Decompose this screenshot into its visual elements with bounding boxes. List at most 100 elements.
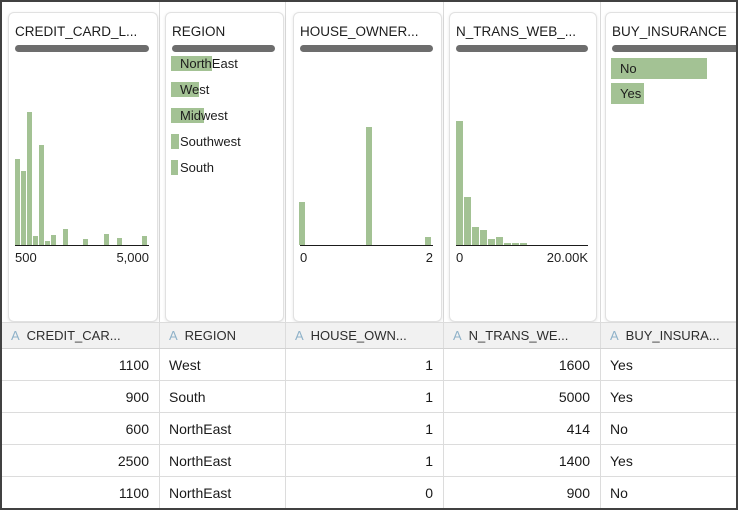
column-card-title: BUY_INSURANCE bbox=[612, 24, 727, 39]
histogram-bar[interactable] bbox=[488, 239, 495, 245]
profile-card-credit-card-limit[interactable]: CREDIT_CARD_L... 500 5,000 bbox=[8, 12, 158, 322]
axis-min-label: 0 bbox=[456, 250, 464, 265]
histogram-bar[interactable] bbox=[504, 243, 511, 245]
table-cell: Yes bbox=[600, 349, 736, 380]
histogram-bar[interactable] bbox=[464, 197, 471, 245]
histogram-bar[interactable] bbox=[142, 236, 147, 245]
column-header[interactable]: A N_TRANS_WE... bbox=[443, 323, 600, 348]
column-header-label: CREDIT_CAR... bbox=[26, 328, 121, 343]
histogram-bar[interactable] bbox=[63, 229, 68, 245]
table-cell: NorthEast bbox=[159, 413, 285, 444]
histogram-bar[interactable] bbox=[496, 237, 503, 245]
histogram-bar[interactable] bbox=[27, 112, 32, 245]
column-header-label: HOUSE_OWN... bbox=[310, 328, 407, 343]
data-quality-bar[interactable] bbox=[612, 45, 736, 52]
table-cell: 414 bbox=[443, 413, 600, 444]
value-label: South bbox=[180, 160, 214, 175]
histogram-bar[interactable] bbox=[51, 235, 56, 245]
column-header[interactable]: A CREDIT_CAR... bbox=[2, 323, 159, 348]
table-cell: No bbox=[600, 413, 736, 444]
column-divider bbox=[159, 2, 160, 322]
histogram-bar[interactable] bbox=[117, 238, 122, 245]
column-header-label: N_TRANS_WE... bbox=[468, 328, 569, 343]
table-body: 1100 West 1 1600 Yes 900 South 1 5000 Yes 600 North… bbox=[2, 349, 736, 508]
table-cell: 5000 bbox=[443, 381, 600, 412]
histogram-bar[interactable] bbox=[21, 171, 26, 245]
histogram-chart bbox=[9, 13, 157, 245]
table-cell: Yes bbox=[600, 381, 736, 412]
x-axis-labels: 500 5,000 bbox=[15, 250, 149, 265]
value-frequency-bar[interactable] bbox=[171, 82, 199, 97]
table-cell: 900 bbox=[443, 477, 600, 508]
value-frequency-list: NorthEast West Midwest Southwest South bbox=[166, 13, 283, 245]
profile-card-region[interactable]: REGION NorthEast West Midwest Southwest Sout… bbox=[165, 12, 284, 322]
column-header[interactable]: A REGION bbox=[159, 323, 285, 348]
value-frequency-bar[interactable] bbox=[171, 108, 204, 123]
column-header-label: REGION bbox=[184, 328, 236, 343]
histogram-bar[interactable] bbox=[39, 145, 44, 245]
histogram-bar[interactable] bbox=[33, 236, 38, 245]
column-divider bbox=[285, 2, 286, 322]
histogram-bar[interactable] bbox=[366, 127, 372, 245]
axis-max-label: 5,000 bbox=[116, 250, 149, 265]
table-cell: 1100 bbox=[118, 356, 149, 373]
value-row: South bbox=[171, 160, 279, 175]
column-divider bbox=[443, 2, 444, 322]
histogram-bar[interactable] bbox=[520, 243, 527, 245]
column-card-title: REGION bbox=[172, 24, 226, 39]
table-cell: Yes bbox=[600, 445, 736, 476]
data-quality-bar[interactable] bbox=[300, 45, 433, 52]
value-frequency-bar[interactable] bbox=[611, 58, 707, 79]
profile-card-house-owner[interactable]: HOUSE_OWNER... 0 2 bbox=[293, 12, 442, 322]
value-row: West bbox=[171, 82, 279, 97]
table-row: 2500 NorthEast 1 1400 Yes bbox=[2, 445, 736, 477]
histogram-bar[interactable] bbox=[15, 159, 20, 245]
value-label: No bbox=[620, 61, 637, 76]
data-quality-bar[interactable] bbox=[172, 45, 275, 52]
histogram-bar[interactable] bbox=[45, 241, 50, 245]
table-cell: 1 bbox=[285, 349, 443, 380]
value-frequency-bar[interactable] bbox=[171, 134, 179, 149]
table-cell: 2500 bbox=[117, 452, 149, 469]
histogram-bar[interactable] bbox=[83, 239, 88, 245]
histogram-bar[interactable] bbox=[104, 234, 109, 245]
x-axis-labels: 0 20.00K bbox=[456, 250, 588, 265]
value-frequency-bar[interactable] bbox=[171, 56, 212, 71]
histogram-bar[interactable] bbox=[472, 227, 479, 245]
value-label: Yes bbox=[620, 86, 642, 101]
data-quality-bar[interactable] bbox=[15, 45, 149, 52]
profile-card-n-trans-web[interactable]: N_TRANS_WEB_... 0 20.00K bbox=[449, 12, 597, 322]
column-header[interactable]: A HOUSE_OWN... bbox=[285, 323, 443, 348]
histogram-bar[interactable] bbox=[425, 237, 431, 245]
table-cell: 1400 bbox=[443, 445, 600, 476]
column-card-title: CREDIT_CARD_L... bbox=[15, 24, 138, 39]
text-type-icon: A bbox=[610, 328, 619, 343]
table-cell: West bbox=[159, 349, 285, 380]
data-quality-bar[interactable] bbox=[456, 45, 588, 52]
profile-card-buy-insurance[interactable]: BUY_INSURANCE No Yes bbox=[605, 12, 736, 322]
table-cell: South bbox=[159, 381, 285, 412]
x-axis bbox=[15, 245, 149, 246]
table-cell: NorthEast bbox=[159, 445, 285, 476]
value-frequency-list: No Yes bbox=[606, 13, 736, 245]
histogram-bar[interactable] bbox=[480, 230, 487, 245]
column-divider bbox=[600, 2, 601, 322]
value-frequency-bar[interactable] bbox=[171, 160, 178, 175]
column-header-label: BUY_INSURA... bbox=[625, 328, 720, 343]
text-type-icon: A bbox=[295, 328, 304, 343]
text-type-icon: A bbox=[453, 328, 462, 343]
table-row: 900 South 1 5000 Yes bbox=[2, 381, 736, 413]
value-label: NorthEast bbox=[180, 56, 238, 71]
table-header-row: A CREDIT_CAR... A REGION A HOUSE_OWN... A N_TRA… bbox=[2, 322, 736, 349]
table-cell: 1 bbox=[285, 445, 443, 476]
value-frequency-bar[interactable] bbox=[611, 83, 644, 104]
histogram-bar[interactable] bbox=[456, 121, 463, 245]
histogram-bar[interactable] bbox=[512, 243, 519, 245]
column-header[interactable]: A BUY_INSURA... bbox=[600, 323, 736, 348]
text-type-icon: A bbox=[11, 328, 20, 343]
x-axis bbox=[300, 245, 433, 246]
histogram-bar[interactable] bbox=[299, 202, 305, 245]
column-card-title: HOUSE_OWNER... bbox=[300, 24, 419, 39]
column-profile-cards: CREDIT_CARD_L... 500 5,000 REGION NorthE… bbox=[2, 2, 736, 322]
